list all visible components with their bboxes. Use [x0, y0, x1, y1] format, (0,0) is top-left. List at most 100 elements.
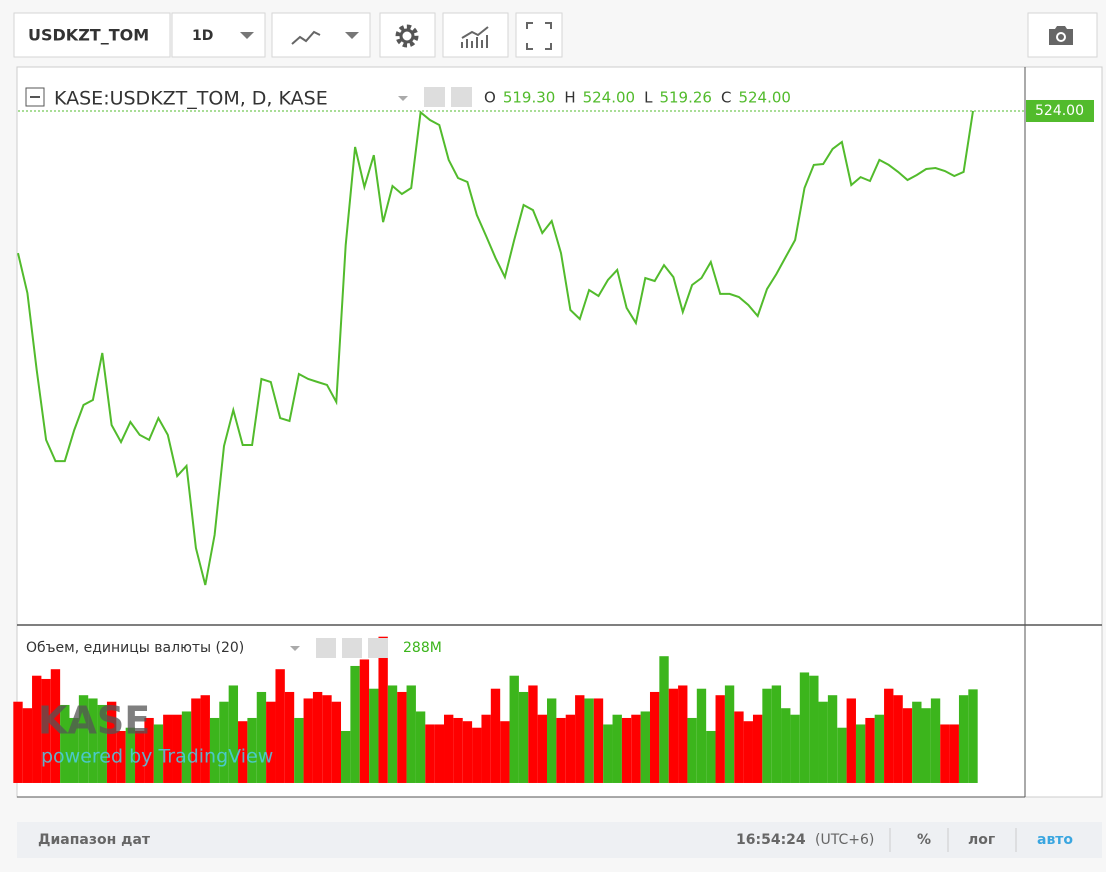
last-price-label: 524.00	[1035, 103, 1084, 119]
volume-bar	[509, 675, 519, 783]
volume-bar	[621, 717, 632, 783]
volume-bar	[247, 717, 257, 783]
volume-bar	[369, 688, 379, 783]
volume-bar	[855, 724, 866, 783]
volume-bar	[912, 701, 922, 783]
volume-bar	[631, 714, 641, 783]
volume-bar	[284, 691, 295, 783]
volume-bar	[22, 708, 33, 783]
ohlc-key: O	[484, 89, 496, 107]
volume-bar	[125, 727, 136, 783]
volume-bar	[556, 717, 566, 783]
volume-bar	[275, 669, 285, 783]
volume-bar	[78, 695, 89, 783]
date-range[interactable]: Диапазон дат	[38, 832, 151, 848]
auto-toggle[interactable]: авто	[1037, 832, 1073, 848]
volume-bar	[546, 698, 557, 783]
volume-bar	[640, 711, 650, 783]
volume-bar	[809, 675, 819, 783]
symbol-button[interactable]	[13, 12, 171, 58]
visibility-button[interactable]	[424, 87, 445, 107]
visibility-button[interactable]	[316, 638, 336, 658]
volume-bar	[696, 688, 707, 783]
price-line	[17, 110, 974, 586]
settings-button[interactable]	[379, 12, 436, 58]
interval: 1D	[192, 28, 213, 44]
volume-bar	[771, 685, 782, 783]
volume-bar	[32, 675, 42, 783]
volume-bar	[528, 685, 538, 783]
volume-bar	[799, 672, 810, 783]
volume-bar	[743, 721, 753, 783]
fullscreen-button[interactable]	[515, 12, 563, 58]
volume-bar	[13, 701, 23, 783]
volume-bar	[397, 691, 407, 783]
percent-toggle[interactable]: %	[917, 832, 931, 848]
volume-bar	[228, 685, 239, 783]
remove-button[interactable]	[368, 638, 388, 658]
volume-bar	[453, 717, 463, 783]
volume-bar	[387, 685, 398, 783]
volume-bar	[575, 695, 585, 783]
chart-frame	[16, 66, 1103, 798]
volume-bar	[350, 665, 360, 783]
volume-bar	[921, 708, 931, 783]
volume-bar	[312, 691, 323, 783]
series-settings-button[interactable]	[451, 87, 472, 107]
volume-bar	[69, 717, 79, 783]
volume-bar	[378, 636, 388, 783]
log-toggle[interactable]: лог	[968, 832, 995, 848]
volume-bar	[537, 714, 547, 783]
volume-bar	[303, 698, 313, 783]
volume-bar	[940, 724, 950, 783]
volume-title: Объем, единицы валюты (20)	[26, 640, 244, 656]
volume-bar	[490, 688, 501, 783]
volume-bar	[106, 701, 117, 783]
volume-bar	[968, 689, 978, 783]
volume-bar	[238, 721, 248, 783]
timezone[interactable]: (UTC+6)	[815, 832, 874, 848]
ohlc-key: L	[644, 89, 653, 107]
volume-bar	[144, 717, 154, 783]
volume-bar	[949, 724, 959, 783]
volume-bar	[294, 717, 304, 783]
volume-bar	[266, 701, 276, 783]
volume-bar	[425, 724, 435, 783]
indicators-button[interactable]	[442, 12, 509, 58]
interval-button[interactable]	[171, 12, 266, 58]
volume-settings-button[interactable]	[342, 638, 362, 658]
volume-bar	[902, 708, 913, 783]
volume-bar	[163, 714, 173, 783]
volume-bar	[219, 701, 229, 783]
watermark-credit: powered by TradingView	[41, 746, 273, 768]
ohlc-value: 519.30	[503, 89, 556, 107]
volume-bar	[116, 730, 126, 783]
volume-bar	[874, 714, 885, 783]
volume-bar	[256, 691, 267, 783]
camera-icon	[1058, 34, 1064, 40]
volume-bar	[434, 724, 445, 783]
volume-bar	[60, 704, 70, 783]
line-icon	[291, 30, 321, 45]
dropdown-arrow	[398, 96, 408, 101]
dropdown-arrow	[240, 32, 254, 39]
volume-bar	[884, 688, 894, 783]
dropdown-arrow	[290, 646, 300, 651]
ohlc-value: 524.00	[583, 89, 636, 107]
volume-bar	[724, 685, 735, 783]
volume-bar	[565, 714, 576, 783]
volume-bar	[846, 698, 856, 783]
series-title: KASE:USDKZT_TOM, D, KASE	[54, 88, 328, 110]
volume-bar	[406, 685, 416, 783]
volume-bar	[649, 691, 660, 783]
volume-bar	[341, 730, 351, 783]
ohlc-key: C	[721, 89, 731, 107]
volume-bar	[752, 714, 763, 783]
volume-bar	[837, 727, 847, 783]
volume-bar	[331, 701, 342, 783]
volume-bar	[593, 698, 604, 783]
volume-bar	[668, 688, 679, 783]
volume-bar	[181, 711, 192, 783]
symbol: USDKZT_TOM	[28, 26, 149, 45]
